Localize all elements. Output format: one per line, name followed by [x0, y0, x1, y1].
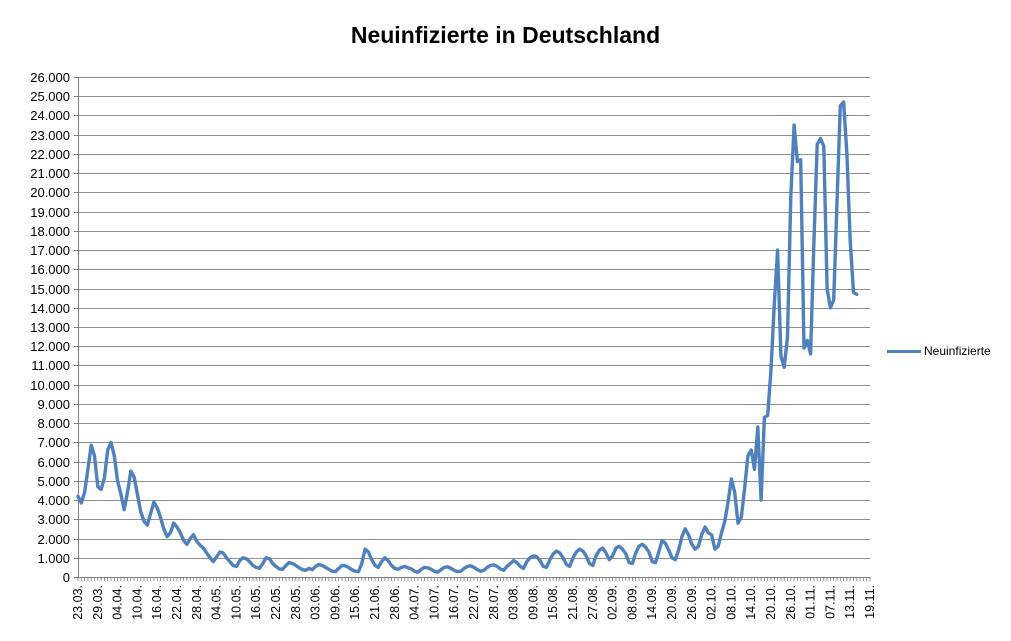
- x-axis-tick-label: 28.06.: [388, 585, 402, 620]
- y-axis-tick-label: 22.000: [30, 147, 70, 162]
- legend-label: Neuinfizierte: [924, 344, 991, 358]
- x-axis-tick-label: 14.10.: [744, 585, 758, 620]
- y-axis-tick-label: 14.000: [30, 301, 70, 316]
- x-axis-tick-label: 03.06.: [309, 585, 323, 620]
- chart-title: Neuinfizierte in Deutschland: [350, 22, 661, 48]
- y-axis-tick-label: 24.000: [30, 108, 70, 123]
- y-axis-tick-label: 26.000: [30, 70, 70, 85]
- y-axis-tick-label: 9.000: [37, 397, 70, 412]
- y-axis-tick-label: 10.000: [30, 378, 70, 393]
- x-axis-tick-label: 01.11.: [804, 585, 818, 619]
- x-axis-tick-label: 29.03.: [91, 585, 105, 620]
- x-axis-tick-label: 09.06.: [328, 585, 342, 620]
- y-axis-tick-label: 25.000: [30, 89, 70, 104]
- y-axis-tick-label: 16.000: [30, 262, 70, 277]
- y-axis-tick-label: 6.000: [37, 455, 70, 470]
- y-axis-tick-label: 13.000: [30, 320, 70, 335]
- x-axis-tick-label: 04.07.: [408, 585, 422, 620]
- x-axis-tick-label: 22.05.: [269, 585, 283, 620]
- x-axis-tick-label: 28.05.: [289, 585, 303, 620]
- y-axis-tick-label: 18.000: [30, 224, 70, 239]
- x-axis-tick-label: 02.10.: [705, 585, 719, 620]
- y-axis-tick-label: 17.000: [30, 243, 70, 258]
- x-axis-tick-label: 22.07.: [467, 585, 481, 620]
- y-axis-tick-label: 15.000: [30, 282, 70, 297]
- x-axis-tick-label: 03.08.: [507, 585, 521, 620]
- y-axis-tick-label: 20.000: [30, 185, 70, 200]
- y-axis-tick-label: 11.000: [31, 358, 70, 373]
- y-axis-tick-label: 0: [63, 570, 70, 585]
- x-axis-tick-label: 16.05.: [249, 585, 263, 620]
- x-axis-tick-label: 13.11.: [843, 585, 857, 619]
- x-axis-tick-label: 19.11.: [863, 585, 877, 619]
- x-axis-tick-label: 09.08.: [526, 585, 540, 620]
- x-axis-tick-label: 02.09.: [606, 585, 620, 620]
- x-axis-tick-label: 22.04.: [170, 585, 184, 620]
- x-axis-tick-label: 08.10.: [724, 585, 738, 620]
- x-axis-tick-label: 28.07.: [487, 585, 501, 620]
- x-axis-tick-label: 16.04.: [150, 585, 164, 620]
- x-axis-tick-label: 08.09.: [625, 585, 639, 620]
- x-axis-tick-label: 04.04.: [111, 585, 125, 620]
- x-axis-tick-label: 10.07.: [427, 585, 441, 620]
- x-axis-tick-label: 10.05.: [229, 585, 243, 620]
- x-axis-tick-label: 16.07.: [447, 585, 461, 620]
- y-axis-tick-label: 8.000: [37, 416, 70, 431]
- y-axis-tick-label: 19.000: [30, 205, 70, 220]
- x-axis-tick-label: 20.10.: [764, 585, 778, 620]
- y-axis-tick-label: 1.000: [37, 551, 70, 566]
- y-axis-tick-label: 4.000: [37, 493, 70, 508]
- x-axis-tick-label: 04.05.: [210, 585, 224, 620]
- y-axis-tick-label: 12.000: [30, 339, 70, 354]
- y-axis-tick-label: 2.000: [37, 532, 70, 547]
- x-axis-tick-label: 21.06.: [368, 585, 382, 620]
- x-axis-tick-label: 21.08.: [566, 585, 580, 620]
- x-axis-tick-label: 27.08.: [586, 585, 600, 620]
- x-axis-tick-label: 28.04.: [190, 585, 204, 620]
- x-axis-tick-label: 26.09.: [685, 585, 699, 620]
- y-axis-tick-label: 5.000: [37, 474, 70, 489]
- x-axis-tick-label: 15.08.: [546, 585, 560, 620]
- x-axis-tick-label: 26.10.: [784, 585, 798, 620]
- y-axis-tick-label: 7.000: [37, 435, 70, 450]
- x-axis-tick-label: 14.09.: [645, 585, 659, 620]
- data-line-neuinfizierte: [76, 100, 859, 574]
- x-axis-tick-label: 20.09.: [665, 585, 679, 620]
- y-axis-tick-label: 3.000: [37, 512, 70, 527]
- y-axis-tick-label: 23.000: [30, 128, 70, 143]
- y-axis-tick-label: 21.000: [30, 166, 70, 181]
- legend: Neuinfizierte: [887, 344, 991, 358]
- legend-line-swatch: [887, 349, 921, 353]
- x-axis-tick-label: 07.11.: [823, 585, 837, 619]
- x-axis-tick-label: 10.04.: [130, 585, 144, 620]
- x-axis-tick-label: 23.03.: [71, 585, 85, 620]
- x-axis-tick-label: 15.06.: [348, 585, 362, 620]
